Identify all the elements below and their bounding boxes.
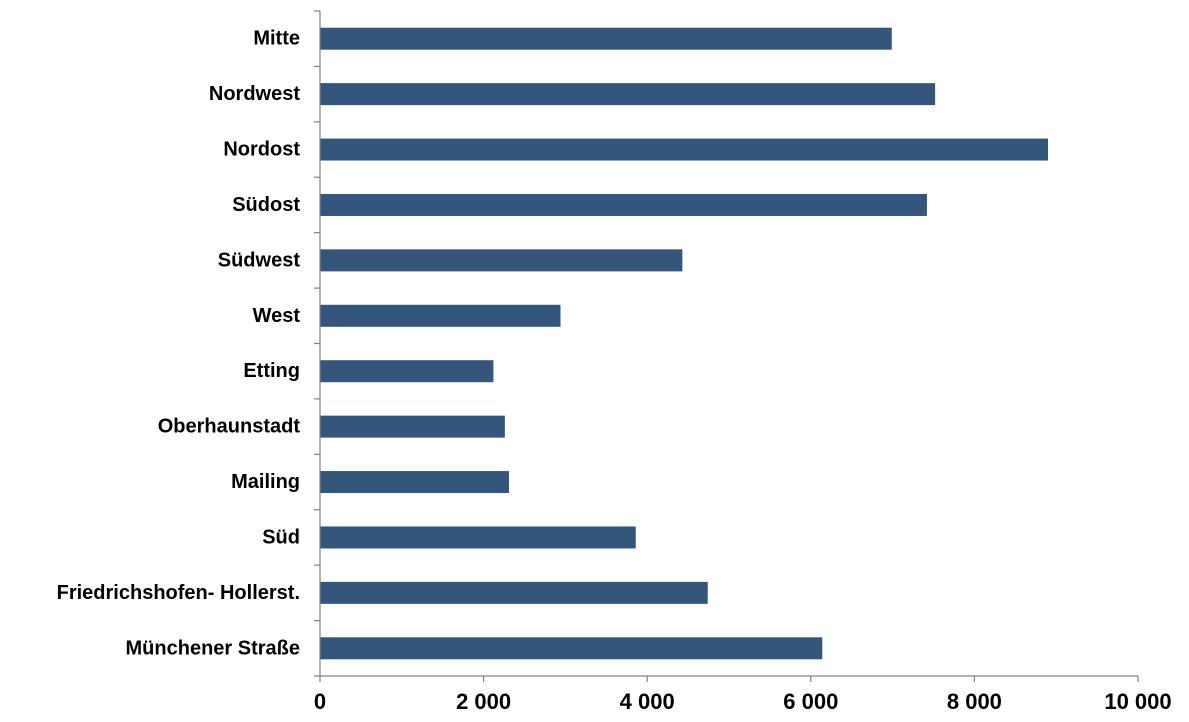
category-label: Südwest bbox=[218, 249, 301, 271]
x-tick-label: 0 bbox=[314, 689, 326, 714]
x-tick-label: 6 000 bbox=[783, 689, 838, 714]
category-label: Nordwest bbox=[209, 83, 300, 105]
bar-6 bbox=[320, 304, 561, 327]
category-label: Münchener Straße bbox=[126, 637, 300, 659]
x-tick-label: 4 000 bbox=[620, 689, 675, 714]
bar-10 bbox=[320, 526, 636, 549]
bar-4 bbox=[320, 193, 927, 216]
category-label: West bbox=[253, 305, 301, 327]
bar-5 bbox=[320, 249, 683, 272]
bar-3 bbox=[320, 138, 1049, 161]
bar-8 bbox=[320, 415, 505, 438]
x-tick-label: 8 000 bbox=[947, 689, 1002, 714]
category-label: Etting bbox=[243, 360, 300, 382]
bar-12 bbox=[320, 637, 823, 660]
bar-1 bbox=[320, 27, 892, 50]
x-tick-label: 2 000 bbox=[456, 689, 511, 714]
category-label: Friedrichshofen- Hollerst. bbox=[57, 582, 300, 604]
bars-group bbox=[320, 27, 1049, 660]
axes bbox=[314, 10, 1139, 682]
category-label: Mitte bbox=[253, 28, 300, 50]
x-tick-labels: 0 2 000 4 000 6 000 8 000 10 000 bbox=[314, 689, 1172, 714]
category-label: Süd bbox=[262, 526, 300, 548]
bar-11 bbox=[320, 581, 708, 604]
category-label: Mailing bbox=[231, 471, 300, 493]
bar-9 bbox=[320, 471, 509, 494]
x-tick-label: 10 000 bbox=[1104, 689, 1171, 714]
category-label: Nordost bbox=[223, 139, 300, 161]
category-label: Südost bbox=[232, 194, 300, 216]
category-labels: Mitte Nordwest Nordost Südost Südwest West Ett… bbox=[57, 28, 301, 660]
bar-7 bbox=[320, 360, 494, 383]
bar-2 bbox=[320, 83, 936, 106]
category-label: Oberhaunstadt bbox=[158, 416, 301, 438]
